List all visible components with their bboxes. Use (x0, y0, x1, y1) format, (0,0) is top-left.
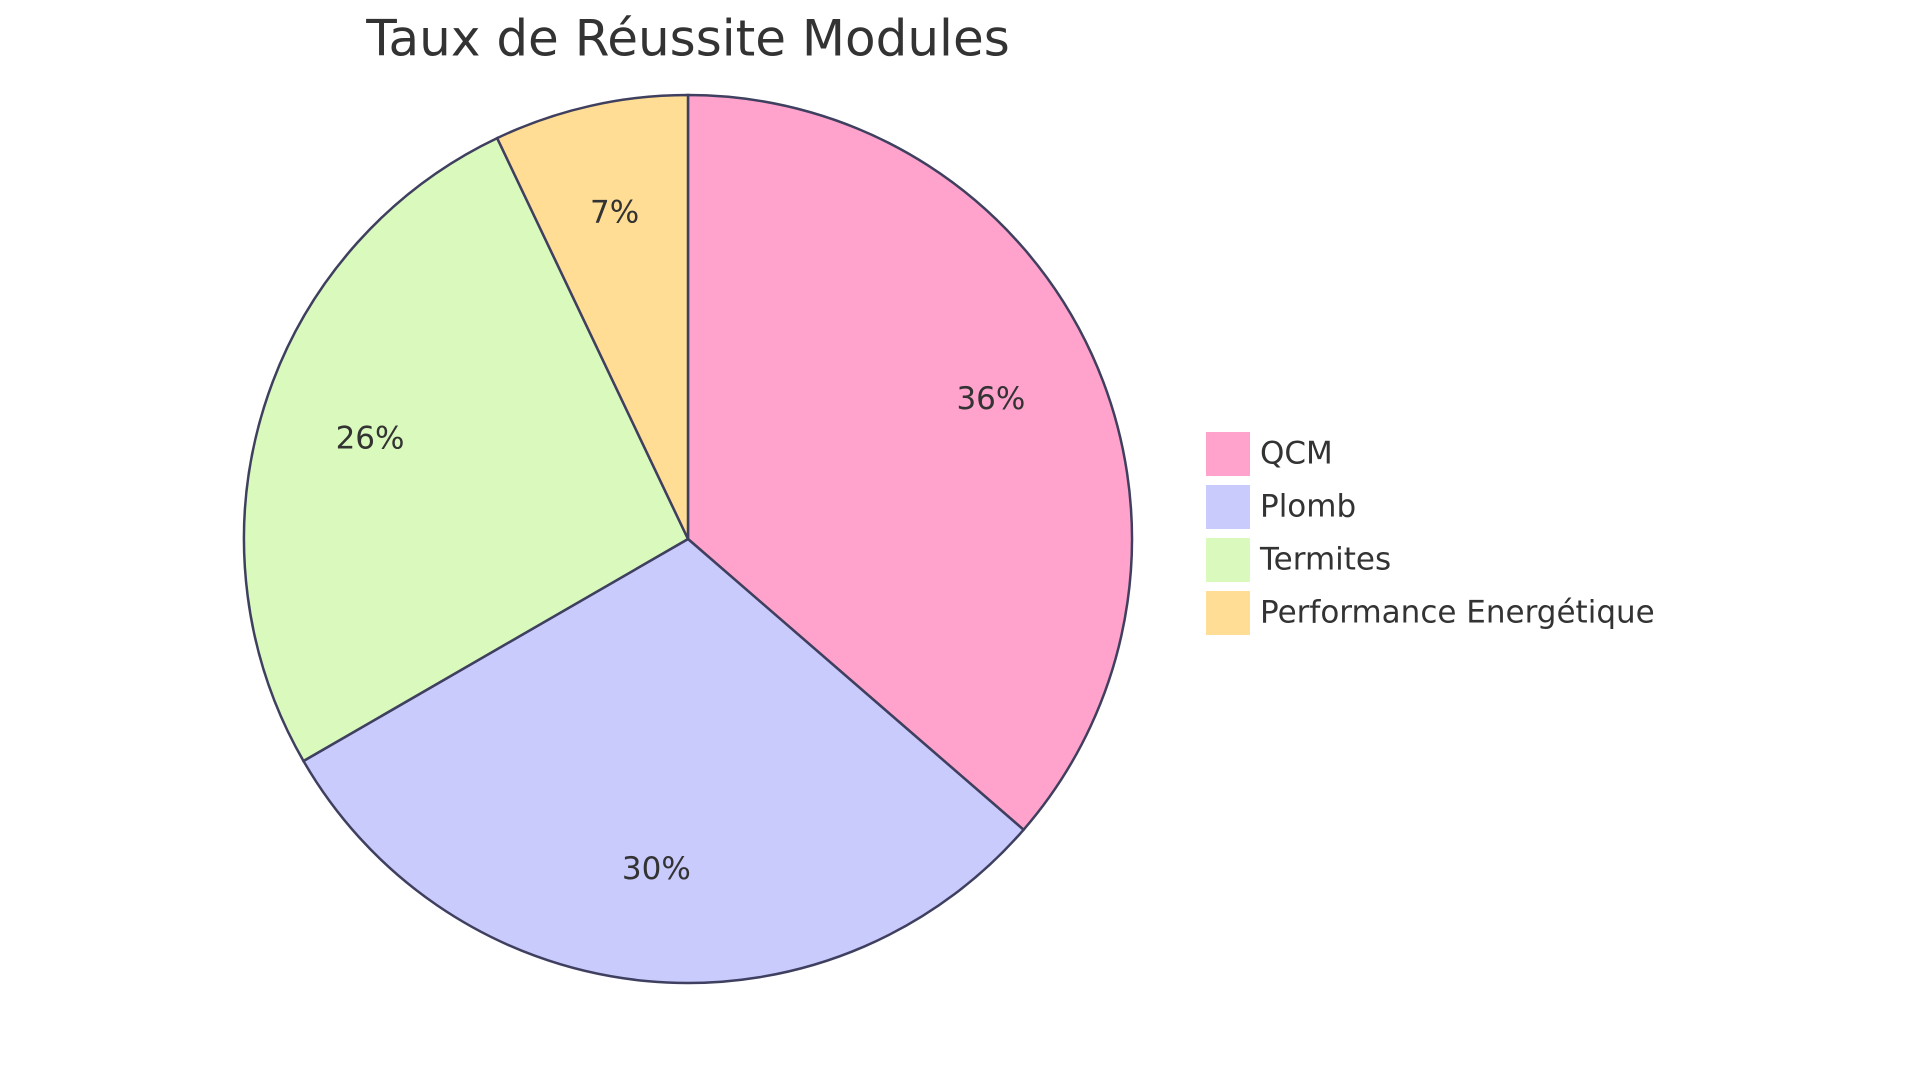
legend-label: Plomb (1260, 489, 1356, 525)
pie-slice (495, 93, 690, 540)
pie-slice (686, 93, 1134, 832)
legend-swatch (1206, 591, 1250, 635)
legend-swatch (1206, 538, 1250, 582)
legend-swatch (1206, 432, 1250, 476)
slice-label: 7% (590, 195, 639, 231)
slice-label: 26% (336, 421, 405, 457)
legend-label: Performance Energétique (1260, 595, 1655, 631)
legend-label: Termites (1259, 542, 1391, 578)
slice-label: 36% (956, 381, 1025, 417)
legend-swatch (1206, 485, 1250, 529)
legend-label: QCM (1260, 436, 1333, 472)
chart-title: Taux de Réussite Modules (365, 10, 1010, 68)
slice-label: 30% (622, 851, 691, 887)
pie-slice (242, 136, 690, 763)
pie-slice (301, 537, 1026, 985)
